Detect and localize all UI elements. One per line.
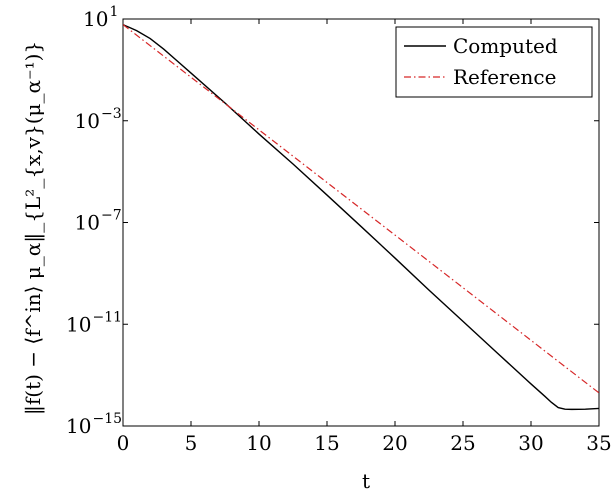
axis-labels: t ‖f(t) − ⟨f^in⟩ μ_α‖_{L²_{x,v}(μ_α⁻¹)} [21,41,370,493]
legend-entry: Computed [404,34,558,58]
y-tick-label: 10 −7 [75,208,122,235]
x-tick-label: 5 [185,431,198,455]
y-tick-base: 10 [66,312,91,336]
y-tick-exponent: −15 [93,411,123,427]
legend-box [395,26,593,98]
legend-label: Computed [453,34,558,58]
y-tick-label: 10 −3 [75,106,122,133]
y-tick-base: 10 [83,7,108,31]
x-tick-label: 35 [586,431,611,455]
x-tick-label: 25 [450,431,475,455]
series-line-computed [123,23,599,411]
y-tick-label: 10 −11 [66,309,122,336]
x-tick-label: 20 [382,431,407,455]
y-tick-label: 10 1 [83,4,118,31]
y-tick-base: 10 [75,211,100,235]
legend: Computed Reference [395,26,593,98]
y-tick-exponent: −7 [101,208,122,224]
y-tick-base: 10 [75,109,100,133]
y-tick-exponent: 1 [110,4,119,20]
legend-entry: Reference [404,65,556,89]
y-axis-label: ‖f(t) − ⟨f^in⟩ μ_α‖_{L²_{x,v}(μ_α⁻¹)} [21,41,46,415]
y-tick-exponent: −11 [93,309,123,325]
x-tick-label: 10 [246,431,271,455]
y-tick-label: 10 −15 [66,411,122,438]
series [123,23,599,411]
series-line-reference [123,24,599,394]
x-axis-label: t [362,469,370,493]
x-tick-label: 15 [314,431,339,455]
y-tick-base: 10 [66,414,91,438]
legend-label: Reference [453,65,556,89]
y-tick-exponent: −3 [101,106,122,122]
x-tick-label: 30 [518,431,543,455]
x-tick-label: 0 [117,431,130,455]
